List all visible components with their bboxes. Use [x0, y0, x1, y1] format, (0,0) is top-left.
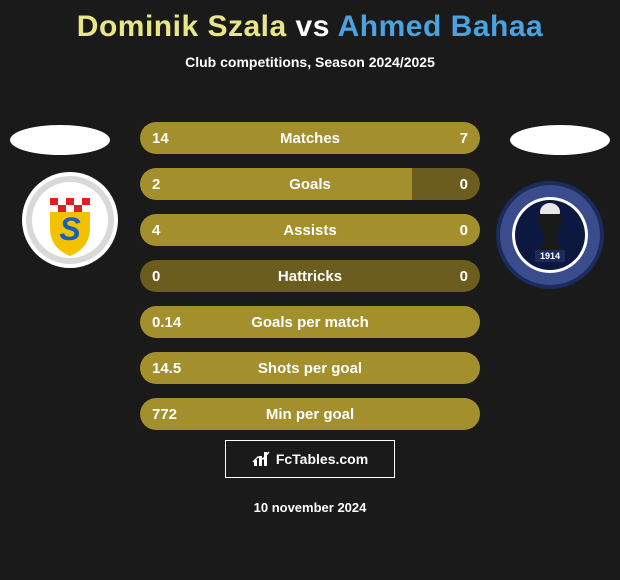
- svg-text:1914: 1914: [540, 251, 560, 261]
- chart-icon: [252, 450, 272, 468]
- stat-label: Goals: [140, 168, 480, 200]
- footer-label: FcTables.com: [276, 451, 368, 467]
- footer-attribution[interactable]: FcTables.com: [225, 440, 395, 478]
- club-badge-right-svg: 1914: [495, 180, 605, 290]
- date-label: 10 november 2024: [0, 500, 620, 515]
- shadow-ellipse-right: [510, 125, 610, 155]
- stat-row: 20Goals: [140, 168, 480, 200]
- stat-row: 00Hattricks: [140, 260, 480, 292]
- stat-label: Assists: [140, 214, 480, 246]
- stat-row: 0.14Goals per match: [140, 306, 480, 338]
- club-badge-left-svg: S: [20, 170, 120, 270]
- stats-bars: 147Matches 20Goals 40Assists 00Hattricks 0.1…: [140, 122, 480, 444]
- stat-label: Hattricks: [140, 260, 480, 292]
- stat-row: 14.5Shots per goal: [140, 352, 480, 384]
- stat-label: Goals per match: [140, 306, 480, 338]
- stat-label: Matches: [140, 122, 480, 154]
- vs-label: vs: [296, 10, 330, 43]
- stat-row: 147Matches: [140, 122, 480, 154]
- stat-label: Shots per goal: [140, 352, 480, 384]
- svg-text:S: S: [59, 211, 81, 247]
- player2-name: Ahmed Bahaa: [338, 10, 544, 43]
- shadow-ellipse-left: [10, 125, 110, 155]
- player1-name: Dominik Szala: [77, 10, 287, 43]
- stat-row: 40Assists: [140, 214, 480, 246]
- club-badge-right: 1914: [495, 180, 605, 290]
- stat-row: 772Min per goal: [140, 398, 480, 430]
- stat-label: Min per goal: [140, 398, 480, 430]
- comparison-title: Dominik Szala vs Ahmed Bahaa: [0, 0, 620, 44]
- club-badge-left: S: [20, 170, 120, 270]
- subtitle: Club competitions, Season 2024/2025: [0, 54, 620, 70]
